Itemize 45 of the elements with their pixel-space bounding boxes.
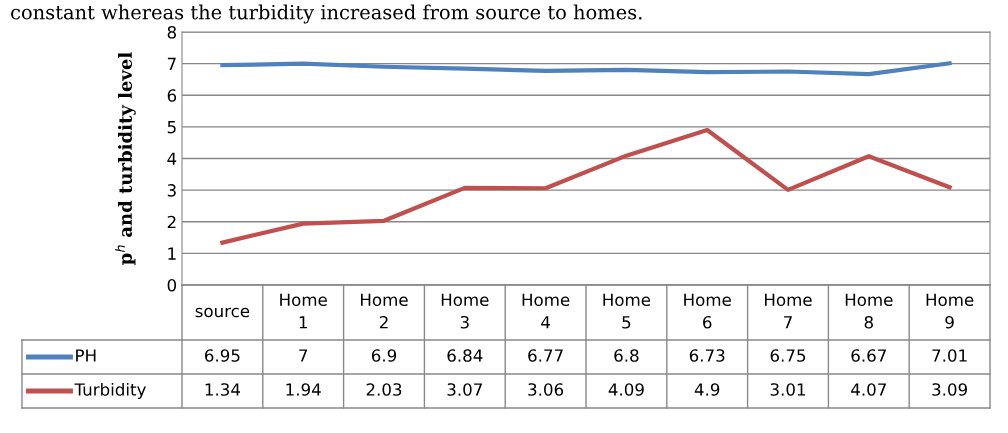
x-tick-label: Home 2 xyxy=(361,293,408,329)
data-label: 6.67 xyxy=(851,349,886,362)
y-tick-label: 7 xyxy=(167,57,176,70)
y-tick-label: 3 xyxy=(167,184,176,197)
text: constant whereas the turbidity increased from source to homes. xyxy=(11,4,642,24)
x-tick-label: Home 7 xyxy=(765,293,812,329)
data-label: 6.9 xyxy=(371,349,397,362)
x-tick-label: Home 9 xyxy=(926,293,974,329)
x-tick-label: Home 4 xyxy=(522,293,570,329)
data-label: 6.77 xyxy=(528,349,563,362)
y-tick-label: 8 xyxy=(167,25,176,39)
x-tick-label: Home 8 xyxy=(845,293,893,329)
x-tick-label: Home 6 xyxy=(684,293,731,329)
data-label: 2.03 xyxy=(366,383,402,396)
data-label: 6.84 xyxy=(447,349,483,362)
data-label: 4.09 xyxy=(608,383,644,396)
y-tick-label: 1 xyxy=(168,247,176,260)
x-tick-label: Home 3 xyxy=(441,293,489,329)
data-label: 7 xyxy=(299,349,308,362)
x-tick-label: Home 5 xyxy=(603,293,651,329)
data-label: 6.75 xyxy=(770,349,806,362)
y-tick-label: 2 xyxy=(167,215,176,229)
line-series xyxy=(220,127,952,245)
y-tick-label: 5 xyxy=(167,121,176,134)
data-label: 6.8 xyxy=(614,349,639,362)
data-label: 3.01 xyxy=(770,383,806,396)
data-label: 1.94 xyxy=(286,383,321,396)
data-label: 4.07 xyxy=(851,383,886,396)
line-series xyxy=(220,61,952,77)
x-tick-label: source xyxy=(195,307,250,318)
data-label: 4.9 xyxy=(694,383,720,396)
data-label: 1.34 xyxy=(205,383,241,396)
y-tick-label: 4 xyxy=(167,152,177,165)
data-label: 3.09 xyxy=(932,383,967,396)
data-label: 6.73 xyxy=(689,349,725,362)
y-tick-label: 6 xyxy=(167,89,177,102)
data-label: 3.07 xyxy=(447,383,482,396)
x-tick-label: Home 1 xyxy=(280,293,327,329)
data-label: 7.01 xyxy=(932,349,967,362)
data-label: 3.06 xyxy=(528,383,564,396)
y-axis-title: p$^{h}$ and turbidity level xyxy=(115,52,136,265)
y-tick-label: 0 xyxy=(167,278,177,292)
legend-label: PH xyxy=(76,349,96,362)
data-label: 6.95 xyxy=(205,349,240,362)
legend-label: Turbidity xyxy=(74,382,146,400)
